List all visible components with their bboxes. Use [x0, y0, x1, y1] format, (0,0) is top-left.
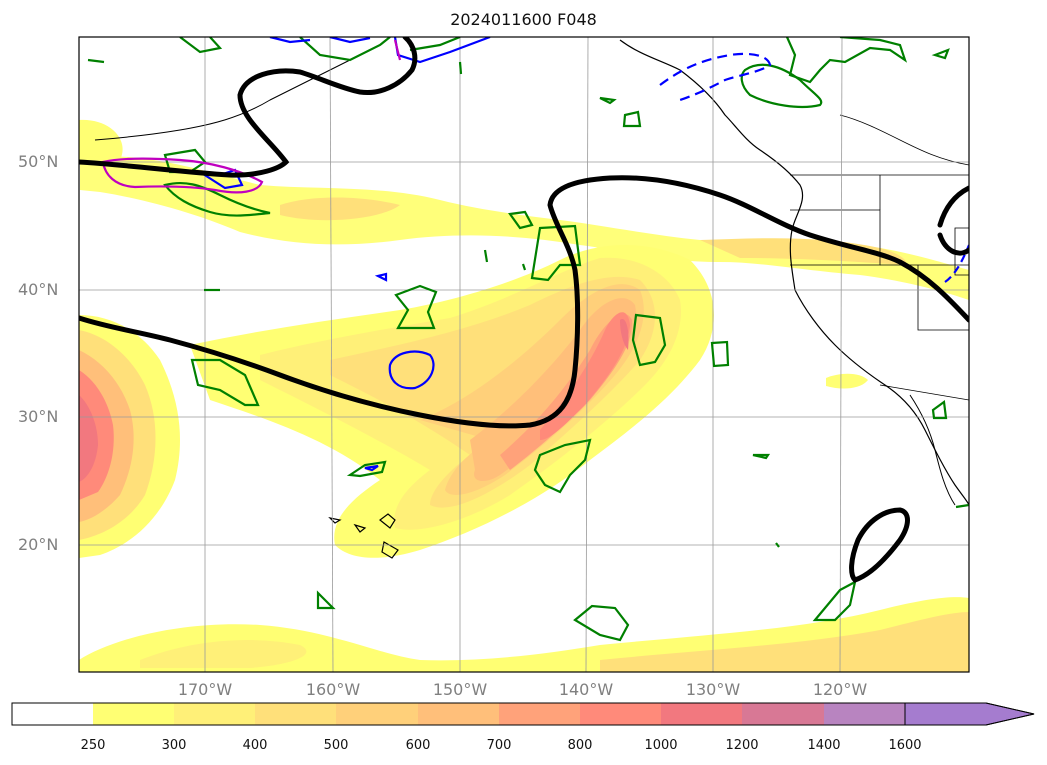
colorbar-cell — [12, 703, 93, 725]
green-contours — [87, 37, 969, 642]
black-contours — [79, 37, 969, 583]
colorbar-tick-250: 250 — [80, 738, 106, 753]
colorbar-tick-500: 500 — [323, 738, 349, 753]
lon-label-170w: 170°W — [177, 680, 233, 699]
lon-label-160w: 160°W — [305, 680, 361, 699]
colorbar-cell — [336, 703, 418, 725]
colorbar-tick-1000: 1000 — [644, 738, 678, 753]
colorbar-cell — [418, 703, 499, 725]
lon-label-140w: 140°W — [558, 680, 614, 699]
colorbar-cell — [499, 703, 580, 725]
colorbar — [11, 702, 1035, 726]
chart-title: 2024011600 F048 — [450, 10, 597, 29]
colorbar-tick-300: 300 — [161, 738, 187, 753]
gridlines — [79, 37, 969, 672]
lon-label-150w: 150°W — [432, 680, 488, 699]
colorbar-tick-700: 700 — [486, 738, 512, 753]
colorbar-cell — [661, 703, 742, 725]
colorbar-cell — [580, 703, 661, 725]
magenta-contours — [101, 39, 402, 194]
colorbar-tick-1600: 1600 — [888, 738, 922, 753]
colorbar-tick-1200: 1200 — [725, 738, 759, 753]
colorbar-tick-600: 600 — [405, 738, 431, 753]
lat-label-30n: 30°N — [18, 407, 59, 426]
map-panel — [78, 36, 970, 673]
lat-label-50n: 50°N — [18, 152, 59, 171]
lat-label-20n: 20°N — [18, 535, 59, 554]
colorbar-tick-800: 800 — [567, 738, 593, 753]
colorbar-extend-arrow — [904, 702, 1035, 726]
colorbar-tick-400: 400 — [242, 738, 268, 753]
colorbar-cell — [93, 703, 174, 725]
colorbar-tick-1400: 1400 — [807, 738, 841, 753]
colorbar-cell — [742, 703, 824, 725]
colorbar-cell — [174, 703, 255, 725]
lat-label-40n: 40°N — [18, 280, 59, 299]
lon-label-130w: 130°W — [685, 680, 741, 699]
lon-label-120w: 120°W — [812, 680, 868, 699]
colorbar-cell — [255, 703, 336, 725]
ivt-shading — [79, 119, 969, 672]
colorbar-cell — [824, 703, 905, 725]
